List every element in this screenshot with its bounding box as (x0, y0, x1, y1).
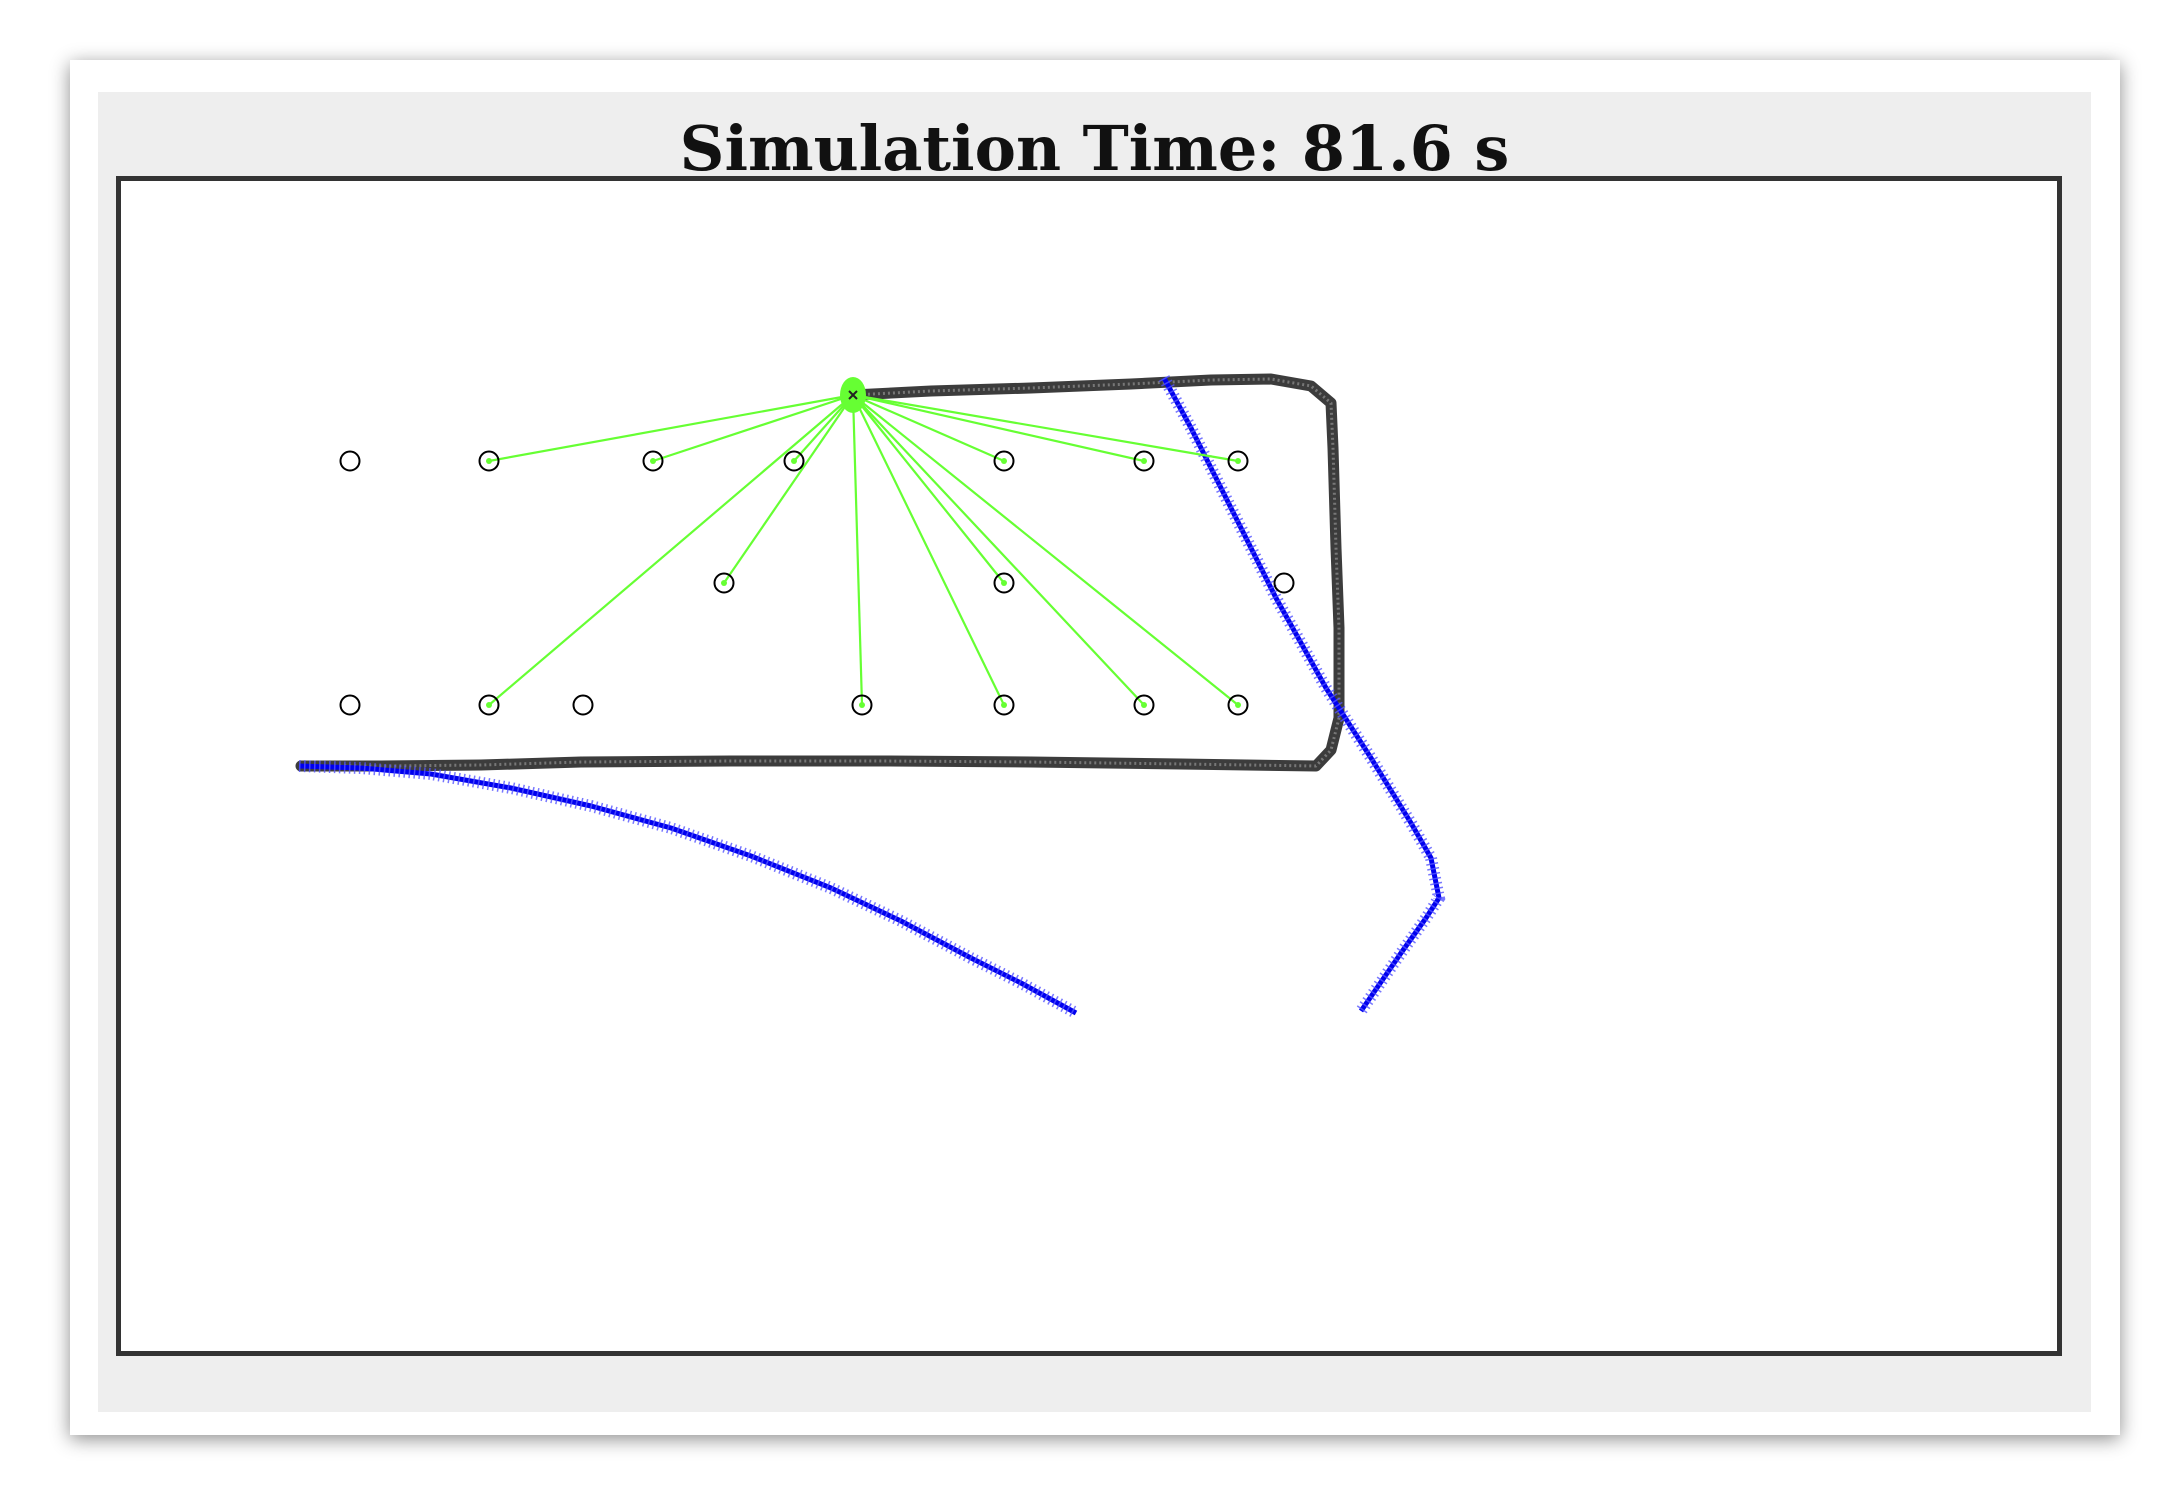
estimate-path-1-hatch (298, 760, 1079, 1019)
landmark-marker (572, 694, 594, 716)
robot-path-hatch (301, 377, 1341, 768)
observation-ray (852, 394, 1145, 706)
landmark-marker (642, 450, 664, 472)
estimate-path-1-line (298, 763, 1078, 1016)
landmark-marker (993, 450, 1015, 472)
observation-point (1141, 458, 1147, 464)
observation-ray (652, 393, 854, 463)
landmark-marker (339, 450, 361, 472)
observation-point (1001, 702, 1007, 708)
landmark-marker (1133, 694, 1155, 716)
observation-ray (723, 394, 854, 584)
landmark-marker (1273, 572, 1295, 594)
robot-cross-icon (848, 390, 858, 400)
landmark-marker (993, 572, 1015, 594)
observation-point (721, 580, 727, 586)
observation-point (791, 458, 797, 464)
observation-ray (852, 394, 1239, 706)
figure-title: Simulation Time: 81.6 s (679, 112, 1510, 185)
observation-ray (852, 393, 1239, 463)
simulation-plot (295, 373, 1446, 1019)
observation-point (1001, 458, 1007, 464)
observation-ray (852, 394, 1005, 584)
landmark-marker (713, 572, 735, 594)
observation-point (1001, 580, 1007, 586)
landmark-marker (1227, 694, 1249, 716)
observation-ray (852, 394, 1005, 706)
observation-ray (852, 393, 1145, 463)
observation-point (650, 458, 656, 464)
observation-point (859, 702, 865, 708)
landmark-marker (478, 694, 500, 716)
landmark-marker (851, 694, 873, 716)
estimate-path-2-hatch (1158, 375, 1446, 1015)
landmark-marker (783, 450, 805, 472)
observation-ray (852, 393, 1005, 463)
observation-point (486, 702, 492, 708)
landmark-marker (339, 694, 361, 716)
landmark-marker (993, 694, 1015, 716)
landmark-marker (478, 450, 500, 472)
landmark-marker (1133, 450, 1155, 472)
observation-ray (488, 394, 854, 706)
observation-point (1235, 702, 1241, 708)
landmark-marker (1227, 450, 1249, 472)
observation-ray (851, 394, 864, 706)
observation-point (486, 458, 492, 464)
plot-area (116, 176, 2062, 1356)
robot-path-line (295, 373, 1345, 772)
figure-window: Simulation Time: 81.6 s (70, 60, 2120, 1435)
observation-point (1141, 702, 1147, 708)
figure-canvas: Simulation Time: 81.6 s (98, 92, 2091, 1412)
observation-ray (488, 393, 854, 463)
observation-point (1235, 458, 1241, 464)
estimate-path-2-line (1161, 376, 1442, 1013)
